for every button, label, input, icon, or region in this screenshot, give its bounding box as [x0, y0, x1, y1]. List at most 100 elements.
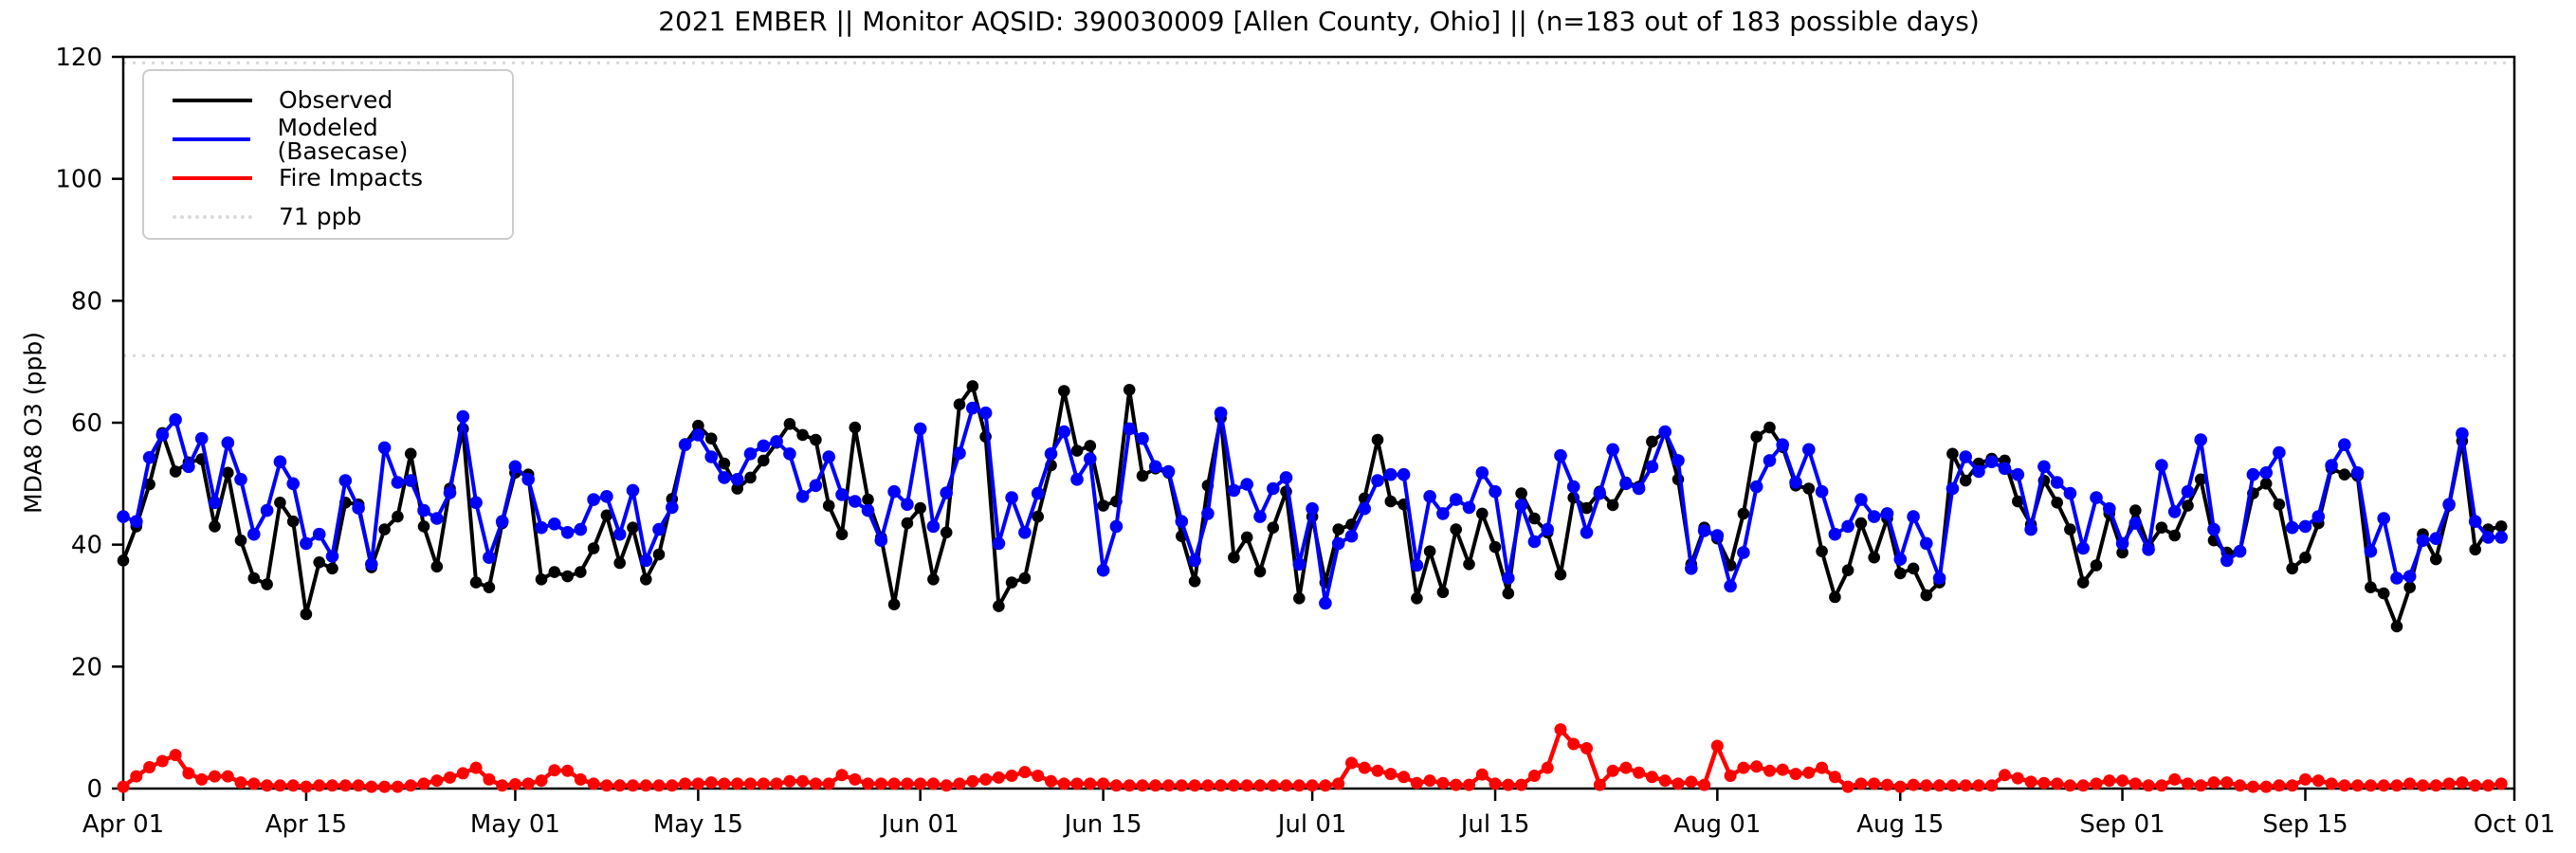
data-point-marker	[1580, 742, 1593, 754]
data-point-marker	[1580, 501, 1593, 515]
data-point-marker	[1541, 522, 1554, 536]
x-tick-label: Sep 15	[2262, 810, 2348, 839]
data-point-marker	[809, 777, 822, 790]
data-point-marker	[2155, 521, 2168, 534]
data-point-marker	[2090, 559, 2103, 572]
series-line-fire-impacts	[121, 727, 2502, 789]
data-point-marker	[1436, 776, 1450, 789]
data-point-marker	[1527, 535, 1542, 549]
data-point-marker	[2350, 466, 2365, 480]
data-point-marker	[2377, 779, 2390, 792]
data-point-marker	[1031, 486, 1045, 500]
data-point-marker	[325, 550, 339, 563]
data-point-marker	[1070, 777, 1084, 790]
data-point-marker	[155, 428, 170, 442]
data-point-marker	[1371, 433, 1384, 446]
data-point-marker	[1293, 592, 1306, 605]
legend-label: Modeled (Basecase)	[277, 113, 409, 165]
data-point-marker	[430, 774, 444, 788]
data-point-marker	[1854, 517, 1868, 530]
data-point-marker	[2051, 497, 2063, 509]
data-point-marker	[2456, 776, 2469, 789]
data-point-marker	[508, 778, 521, 790]
data-point-marker	[273, 779, 286, 792]
data-point-marker	[1215, 779, 1228, 792]
data-point-marker	[1710, 529, 1725, 542]
data-point-marker	[1880, 507, 1894, 520]
data-point-marker	[2299, 772, 2311, 786]
data-point-marker	[1646, 435, 1658, 448]
data-point-marker	[862, 493, 874, 506]
data-point-marker	[600, 779, 613, 792]
data-point-marker	[1358, 501, 1371, 516]
data-point-marker	[1946, 779, 1959, 792]
data-point-marker	[849, 421, 862, 434]
data-point-marker	[627, 521, 639, 534]
data-point-marker	[612, 527, 627, 541]
data-point-marker	[1841, 519, 1854, 534]
data-point-marker	[1319, 596, 1332, 610]
data-point-marker	[1985, 779, 1999, 792]
data-point-marker	[273, 455, 287, 469]
data-point-marker	[2051, 777, 2064, 790]
data-point-marker	[169, 465, 182, 478]
data-point-marker	[1868, 777, 1881, 790]
data-point-marker	[1685, 775, 1698, 789]
data-point-marker	[548, 566, 561, 578]
data-point-marker	[1045, 774, 1057, 788]
data-point-marker	[2220, 776, 2234, 789]
fire-impacts-line-swatch	[173, 175, 252, 180]
data-point-marker	[1972, 464, 1985, 479]
data-point-marker	[940, 486, 953, 499]
data-point-marker	[2365, 581, 2377, 593]
data-point-marker	[430, 560, 444, 573]
data-point-marker	[2273, 445, 2286, 460]
data-point-marker	[1384, 768, 1398, 781]
data-point-marker	[234, 534, 247, 547]
data-point-marker	[704, 776, 718, 789]
x-tick-label: Jun 01	[880, 810, 959, 839]
data-point-marker	[1267, 779, 1280, 792]
data-point-marker	[1306, 779, 1319, 792]
data-point-marker	[1123, 422, 1136, 436]
data-point-marker	[1946, 481, 1960, 496]
data-point-marker	[1580, 526, 1594, 539]
data-point-marker	[561, 570, 574, 583]
data-point-marker	[1867, 510, 1881, 523]
legend: Observed Modeled (Basecase) Fire Impacts…	[142, 69, 514, 240]
x-tick-label: May 01	[470, 810, 560, 839]
data-point-marker	[757, 439, 771, 453]
data-point-marker	[2429, 532, 2443, 545]
data-point-marker	[1070, 473, 1084, 486]
data-point-marker	[312, 527, 326, 541]
data-point-marker	[2390, 779, 2403, 792]
data-point-marker	[1410, 776, 1423, 789]
data-point-marker	[1566, 480, 1580, 494]
data-point-marker	[2024, 522, 2037, 536]
data-point-marker	[1593, 486, 1607, 500]
data-point-marker	[1489, 540, 1502, 554]
data-point-marker	[2377, 587, 2390, 600]
data-point-marker	[560, 526, 575, 539]
data-point-marker	[143, 761, 156, 773]
data-point-marker	[993, 600, 1005, 612]
data-point-marker	[2063, 779, 2076, 792]
data-point-marker	[483, 581, 496, 593]
data-point-marker	[1789, 476, 1802, 489]
data-point-marker	[2011, 467, 2025, 481]
data-point-marker	[234, 473, 247, 486]
data-point-marker	[652, 522, 666, 536]
data-point-marker	[600, 490, 613, 503]
data-point-marker	[783, 418, 796, 430]
data-point-marker	[1959, 450, 1972, 463]
y-tick-label: 0	[86, 775, 102, 804]
data-point-marker	[2442, 498, 2456, 511]
data-point-marker	[744, 777, 757, 790]
data-point-marker	[1763, 454, 1777, 467]
data-point-marker	[627, 779, 639, 792]
data-point-marker	[1032, 770, 1045, 782]
data-point-marker	[208, 496, 222, 510]
data-point-marker	[691, 777, 704, 790]
data-point-marker	[1672, 777, 1685, 790]
